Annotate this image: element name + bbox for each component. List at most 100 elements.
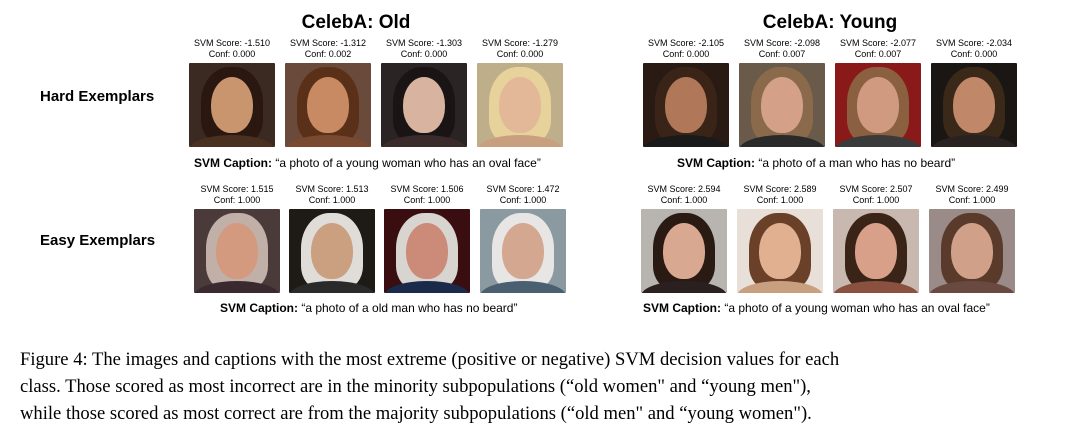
face-shape bbox=[216, 223, 258, 279]
svm-score: SVM Score: -2.098 bbox=[743, 38, 821, 48]
svm-caption-old-hard: SVM Caption: “a photo of a young woman w… bbox=[194, 156, 541, 170]
exemplar-old-hard-1: SVM Score: -1.510 Conf: 0.000 bbox=[189, 38, 275, 147]
shoulders-shape bbox=[641, 281, 727, 293]
caption-prefix: SVM Caption: bbox=[643, 301, 721, 315]
panel-title-old: CelebA: Old bbox=[301, 12, 411, 33]
svm-caption-young-hard: SVM Caption: “a photo of a man who has n… bbox=[677, 156, 955, 170]
caption-prefix: SVM Caption: bbox=[220, 301, 298, 315]
confidence: Conf: 0.000 bbox=[950, 49, 998, 59]
figure-caption: Figure 4: The images and captions with t… bbox=[20, 346, 1065, 427]
svm-score: SVM Score: -1.279 bbox=[481, 38, 559, 48]
confidence: Conf: 0.007 bbox=[758, 49, 806, 59]
svm-caption-old-easy: SVM Caption: “a photo of a old man who h… bbox=[220, 301, 517, 315]
row-label-easy: Easy Exemplars bbox=[40, 232, 156, 249]
shoulders-shape bbox=[384, 281, 470, 293]
shoulders-shape bbox=[739, 135, 825, 147]
face-shape bbox=[311, 223, 353, 279]
exemplar-old-hard-4: SVM Score: -1.279 Conf: 0.000 bbox=[477, 38, 563, 147]
confidence: Conf: 0.000 bbox=[662, 49, 710, 59]
shoulders-shape bbox=[643, 135, 729, 147]
face-photo bbox=[739, 63, 825, 147]
svm-score: SVM Score: 2.594 bbox=[647, 184, 721, 194]
exemplar-old-easy-2: SVM Score: 1.513 Conf: 1.000 bbox=[289, 184, 375, 293]
svm-score: SVM Score: 2.499 bbox=[935, 184, 1009, 194]
face-photo bbox=[289, 209, 375, 293]
figure-caption-line: Figure 4: The images and captions with t… bbox=[20, 349, 840, 370]
exemplar-young-hard-1: SVM Score: -2.105 Conf: 0.000 bbox=[643, 38, 729, 147]
shoulders-shape bbox=[289, 281, 375, 293]
exemplar-young-easy-3: SVM Score: 2.507 Conf: 1.000 bbox=[833, 184, 919, 293]
face-photo bbox=[189, 63, 275, 147]
svm-score: SVM Score: -2.034 bbox=[935, 38, 1013, 48]
confidence: Conf: 1.000 bbox=[756, 195, 804, 205]
svm-score: SVM Score: -2.077 bbox=[839, 38, 917, 48]
confidence: Conf: 1.000 bbox=[403, 195, 451, 205]
shoulders-shape bbox=[381, 135, 467, 147]
svm-score: SVM Score: 1.506 bbox=[390, 184, 464, 194]
face-photo bbox=[833, 209, 919, 293]
face-photo bbox=[285, 63, 371, 147]
exemplar-young-easy-1: SVM Score: 2.594 Conf: 1.000 bbox=[641, 184, 727, 293]
exemplar-young-hard-3: SVM Score: -2.077 Conf: 0.007 bbox=[835, 38, 921, 147]
svm-score: SVM Score: -1.303 bbox=[385, 38, 463, 48]
svm-score: SVM Score: 2.507 bbox=[839, 184, 913, 194]
figure-caption-line: class. Those scored as most incorrect ar… bbox=[20, 376, 811, 397]
shoulders-shape bbox=[194, 281, 280, 293]
shoulders-shape bbox=[285, 135, 371, 147]
confidence: Conf: 1.000 bbox=[499, 195, 547, 205]
face-shape bbox=[307, 77, 349, 133]
caption-text: “a photo of a young woman who has an ova… bbox=[721, 301, 990, 315]
face-photo bbox=[384, 209, 470, 293]
svm-score: SVM Score: -1.510 bbox=[193, 38, 271, 48]
svm-score: SVM Score: 2.589 bbox=[743, 184, 817, 194]
caption-text: “a photo of a man who has no beard” bbox=[755, 156, 956, 170]
face-shape bbox=[406, 223, 448, 279]
figure-caption-line: while those scored as most correct are f… bbox=[20, 403, 812, 424]
face-photo bbox=[931, 63, 1017, 147]
face-shape bbox=[951, 223, 993, 279]
confidence: Conf: 1.000 bbox=[852, 195, 900, 205]
face-shape bbox=[855, 223, 897, 279]
exemplar-old-hard-2: SVM Score: -1.312 Conf: 0.002 bbox=[285, 38, 371, 147]
svm-score: SVM Score: 1.515 bbox=[200, 184, 274, 194]
caption-text: “a photo of a old man who has no beard” bbox=[298, 301, 518, 315]
shoulders-shape bbox=[929, 281, 1015, 293]
row-label-hard: Hard Exemplars bbox=[40, 88, 155, 105]
shoulders-shape bbox=[931, 135, 1017, 147]
svm-caption-young-easy: SVM Caption: “a photo of a young woman w… bbox=[643, 301, 990, 315]
svm-score: SVM Score: -1.312 bbox=[289, 38, 367, 48]
confidence: Conf: 0.002 bbox=[304, 49, 352, 59]
face-shape bbox=[211, 77, 253, 133]
face-photo bbox=[643, 63, 729, 147]
shoulders-shape bbox=[737, 281, 823, 293]
svm-score: SVM Score: 1.513 bbox=[295, 184, 369, 194]
exemplar-old-easy-4: SVM Score: 1.472 Conf: 1.000 bbox=[480, 184, 566, 293]
face-photo bbox=[737, 209, 823, 293]
confidence: Conf: 1.000 bbox=[948, 195, 996, 205]
confidence: Conf: 1.000 bbox=[213, 195, 261, 205]
face-shape bbox=[499, 77, 541, 133]
face-photo bbox=[480, 209, 566, 293]
face-shape bbox=[502, 223, 544, 279]
face-photo bbox=[194, 209, 280, 293]
face-photo bbox=[381, 63, 467, 147]
exemplar-young-hard-2: SVM Score: -2.098 Conf: 0.007 bbox=[739, 38, 825, 147]
face-shape bbox=[953, 77, 995, 133]
face-shape bbox=[663, 223, 705, 279]
exemplar-young-hard-4: SVM Score: -2.034 Conf: 0.000 bbox=[931, 38, 1017, 147]
face-photo bbox=[929, 209, 1015, 293]
caption-prefix: SVM Caption: bbox=[677, 156, 755, 170]
shoulders-shape bbox=[835, 135, 921, 147]
confidence: Conf: 0.000 bbox=[400, 49, 448, 59]
face-photo bbox=[477, 63, 563, 147]
shoulders-shape bbox=[189, 135, 275, 147]
exemplar-old-hard-3: SVM Score: -1.303 Conf: 0.000 bbox=[381, 38, 467, 147]
face-shape bbox=[857, 77, 899, 133]
confidence: Conf: 0.007 bbox=[854, 49, 902, 59]
exemplar-old-easy-3: SVM Score: 1.506 Conf: 1.000 bbox=[384, 184, 470, 293]
caption-prefix: SVM Caption: bbox=[194, 156, 272, 170]
svm-score: SVM Score: 1.472 bbox=[486, 184, 560, 194]
exemplar-young-easy-4: SVM Score: 2.499 Conf: 1.000 bbox=[929, 184, 1015, 293]
face-shape bbox=[403, 77, 445, 133]
svm-score: SVM Score: -2.105 bbox=[647, 38, 725, 48]
